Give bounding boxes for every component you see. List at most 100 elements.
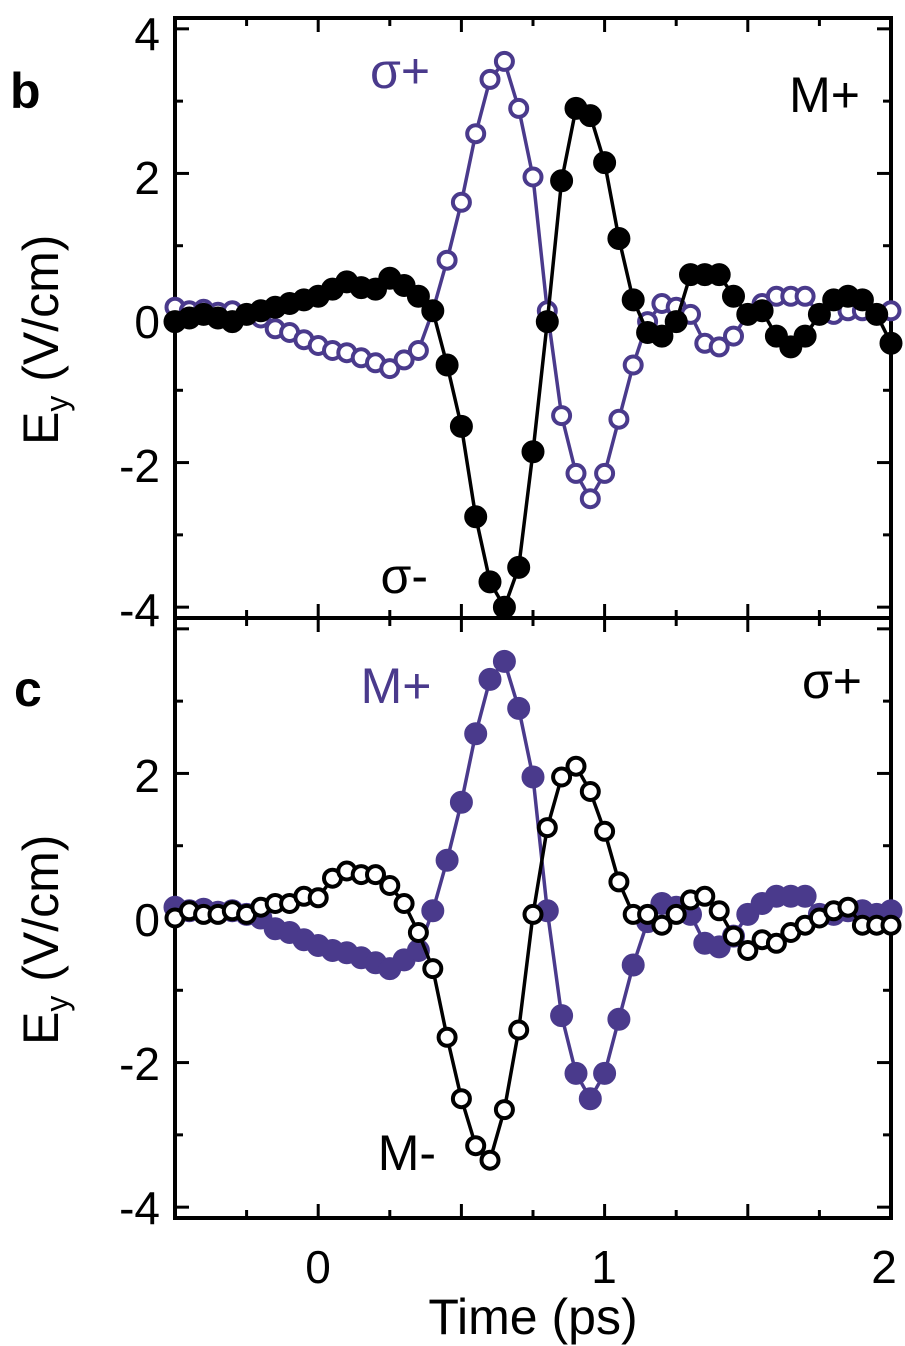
data-point [694,885,716,907]
data-point [594,462,616,484]
data-point [665,903,687,925]
data-point [365,864,386,886]
data-point [307,887,329,909]
data-point [521,440,545,464]
data-point [637,903,659,925]
panel-c-xtick-labels: 0 1 2 [305,1241,897,1293]
ylabel-sub: y [39,996,75,1012]
panel-c-ylabel: Ey (V/cm) [13,835,75,1045]
data-point [578,1087,602,1111]
data-point [406,284,430,308]
xtick-label: 0 [305,1241,331,1293]
data-point [594,820,616,842]
ytick-label: -2 [119,1038,160,1090]
data-point [492,649,516,673]
series-1 [164,755,902,1171]
data-point [464,505,488,529]
data-point [535,310,559,334]
data-point [551,405,573,427]
data-point [435,848,459,872]
ytick-label: 2 [134,750,160,802]
data-point [464,722,488,746]
data-point [450,191,472,213]
ytick-label: -2 [119,440,160,492]
panel-b-series [163,50,903,619]
panel-b: 4 2 0 -2 -4 Ey (V/cm) b σ+ M+ σ- [10,8,903,636]
data-point [607,1007,631,1031]
panel-letter-b: b [10,63,41,119]
data-point [608,408,630,430]
xtick-label: 2 [871,1241,897,1293]
ylabel-unit: (V/cm) [13,835,69,996]
data-point [807,302,831,326]
panel-b-ticks [175,18,891,618]
ytick-label: 4 [134,8,160,60]
data-point [793,884,817,908]
annotation-m-plus: M+ [361,658,432,714]
data-point [493,1099,515,1121]
panel-b-frame [173,16,893,620]
data-point [564,1061,588,1085]
data-point [608,871,630,893]
annotation-sigma-plus: σ+ [370,43,430,99]
data-point [607,227,631,250]
data-point [478,667,502,691]
series-line [174,57,892,503]
data-point [565,755,587,777]
panel-letter-c: c [14,661,42,717]
ylabel-sub: y [39,396,75,412]
annotation-sigma-plus: σ+ [802,653,862,709]
xtick-label: 1 [591,1241,617,1293]
ytick-label: 0 [134,296,160,348]
annotation-m-plus: M+ [789,67,860,123]
panel-c-xlabel: Time (ps) [428,1289,637,1345]
data-point [578,104,602,128]
data-point [407,340,429,361]
data-point [737,940,759,961]
data-point [593,151,617,175]
data-point [436,249,458,271]
data-point [550,169,574,193]
data-point [436,1026,458,1048]
data-point [723,325,744,347]
data-point [750,299,774,323]
ylabel-main: E [13,412,69,445]
series-line [174,763,891,1164]
data-point [421,299,445,323]
data-point [479,68,501,90]
annotation-m-minus: M- [378,1125,436,1181]
annotation-sigma-minus: σ- [380,548,428,604]
data-point [379,875,401,896]
data-point [621,288,645,312]
data-point [708,900,730,922]
data-point [478,570,502,594]
panel-c: 2 0 -2 -4 0 1 2 Time (ps) Ey (V/cm) c M+… [13,616,903,1345]
data-point [593,1061,617,1085]
data-point [508,97,530,119]
data-point [465,123,487,145]
data-point [435,353,459,377]
data-point [521,765,545,789]
data-point [550,1004,574,1028]
data-point [508,1019,530,1041]
data-point [449,790,473,814]
data-point [565,462,587,484]
series-0 [163,649,903,1111]
data-point [492,595,516,619]
data-point [880,914,902,936]
data-point [621,953,645,977]
data-point [651,914,673,936]
ylabel-unit: (V/cm) [13,235,69,396]
data-point [493,50,515,72]
data-point [723,925,744,947]
data-point [393,893,415,914]
data-point [722,284,745,308]
panel-b-ytick-labels: 4 2 0 -2 -4 [119,8,160,636]
series-1 [163,96,903,619]
data-point [536,817,558,839]
data-point [837,896,859,918]
data-point [507,555,531,579]
data-point [650,324,674,348]
data-point [579,488,601,510]
data-point [507,696,531,720]
